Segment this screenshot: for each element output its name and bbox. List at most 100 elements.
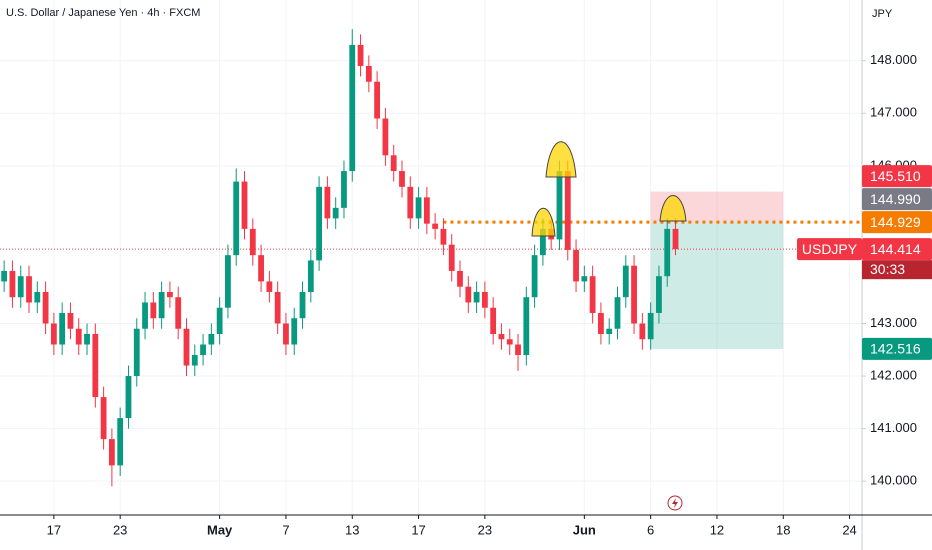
x-tick-label: 17 <box>47 522 61 537</box>
x-tick-label: 13 <box>345 522 359 537</box>
candle-body <box>423 197 430 224</box>
candle-body <box>448 244 455 271</box>
x-tick-label: May <box>207 522 233 537</box>
x-tick-label: 12 <box>710 522 724 537</box>
currency-label[interactable]: JPY <box>872 8 893 20</box>
symbol-tag <box>797 238 862 261</box>
price-tag <box>862 337 932 360</box>
candle-body <box>249 228 256 256</box>
candle-body <box>647 312 654 340</box>
candle-body <box>457 270 463 287</box>
candle-body <box>283 323 289 345</box>
x-tick-label: Jun <box>573 522 596 537</box>
candle-body <box>142 302 148 329</box>
candle-body <box>274 291 281 324</box>
candle-body <box>399 171 405 187</box>
arc-drawing[interactable] <box>659 195 687 222</box>
candle-body <box>183 328 190 366</box>
candle-body <box>440 228 447 245</box>
countdown-label: 30:33 <box>870 261 905 277</box>
candle-body <box>225 255 231 308</box>
price-tag <box>862 165 932 188</box>
candle-body <box>100 397 107 440</box>
candle-body <box>208 333 215 345</box>
candle-body <box>581 276 588 282</box>
arc-drawing[interactable] <box>531 207 556 237</box>
candle-body <box>59 312 66 345</box>
candle-body <box>656 276 662 313</box>
candle-body <box>241 181 248 229</box>
y-tick-label: 141.000 <box>870 420 917 435</box>
icon-circle[interactable] <box>667 495 683 511</box>
candle-body <box>175 297 182 329</box>
price-tag-label: 144.990 <box>870 191 921 207</box>
candle-body <box>266 281 273 292</box>
drawings[interactable] <box>531 141 687 237</box>
candle-body <box>42 291 49 324</box>
candle-body <box>622 265 629 298</box>
replay-icon[interactable] <box>667 495 683 511</box>
candle-body <box>200 344 206 356</box>
x-tick-label: 6 <box>647 522 654 537</box>
x-tick-label: 23 <box>113 522 127 537</box>
candle-body <box>515 344 521 356</box>
candle-body <box>382 118 389 156</box>
y-tick-label: 142.000 <box>870 367 917 382</box>
candle-body <box>216 307 223 334</box>
candle-body <box>1 270 8 282</box>
candle-body <box>150 302 157 319</box>
candle-body <box>108 439 115 466</box>
price-tags: 145.510 144.990 144.929 USDJPY 30:33 144.414 1… <box>797 165 932 360</box>
price-tag-label: 142.516 <box>870 341 921 357</box>
candle-body <box>26 276 32 303</box>
candle-body <box>390 155 397 172</box>
candle-body <box>299 291 306 319</box>
x-tick-label: 17 <box>411 522 425 537</box>
candle-body <box>67 312 74 329</box>
price-tag-label: 144.929 <box>870 214 921 230</box>
price-tag-label: 145.510 <box>870 168 921 184</box>
candle-body <box>316 186 323 261</box>
countdown-tag <box>862 260 932 280</box>
candle-body <box>531 255 538 298</box>
candle-body <box>34 291 41 303</box>
price-tag <box>862 211 932 234</box>
price-tag <box>862 238 932 261</box>
candle-body <box>84 333 90 345</box>
candle-body <box>167 291 173 298</box>
y-tick-label: 140.000 <box>870 473 917 488</box>
candle-body <box>598 312 604 334</box>
x-tick-label: 23 <box>478 522 492 537</box>
candle-body <box>415 197 422 219</box>
candle-body <box>407 186 414 219</box>
candle-body <box>432 223 439 229</box>
candle-body <box>365 65 372 82</box>
candle-body <box>490 307 497 334</box>
candle-body <box>631 265 637 324</box>
candle-body <box>133 328 140 377</box>
x-tick-label: 24 <box>842 522 856 537</box>
candle-body <box>17 276 24 298</box>
candle-body <box>324 186 331 219</box>
candle-body <box>191 355 198 366</box>
x-tick-label: 18 <box>776 522 790 537</box>
chart-title: U.S. Dollar / Japanese Yen · 4h · FXCM <box>6 7 200 19</box>
candle-body <box>664 228 671 277</box>
position-tool[interactable] <box>0 191 862 349</box>
candle-body <box>465 286 472 303</box>
candle-body <box>332 207 339 219</box>
symbol-label: USDJPY <box>802 241 858 257</box>
arc-drawing[interactable] <box>545 141 577 178</box>
candle-body <box>341 171 347 208</box>
candle-body <box>564 171 571 250</box>
y-tick-label: 147.000 <box>870 105 917 120</box>
candle-body <box>589 276 596 313</box>
icon-bolt[interactable] <box>672 498 678 508</box>
candle-body <box>573 249 579 282</box>
candle-body <box>614 297 621 329</box>
candle-body <box>233 181 240 256</box>
candle-body <box>258 255 264 282</box>
